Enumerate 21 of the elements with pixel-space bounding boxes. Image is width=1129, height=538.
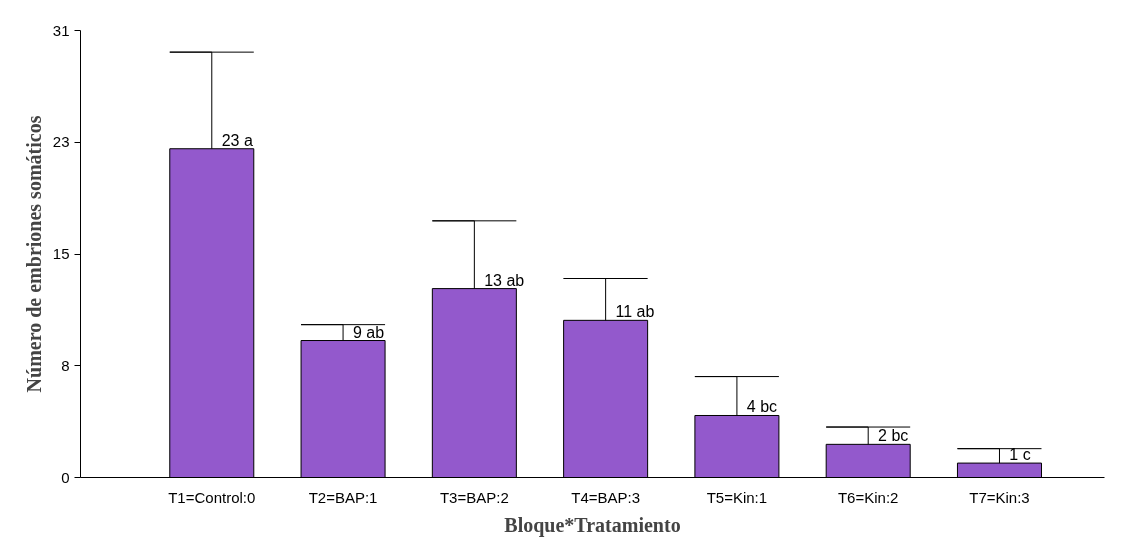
x-tick-label: T6=Kin:2 — [837, 488, 899, 506]
y-axis-title: Número de embriones somáticos — [22, 115, 45, 393]
data-label: 1 c — [1009, 446, 1031, 464]
x-tick-label: T1=Control:0 — [168, 488, 256, 506]
x-tick-label: T4=BAP:3 — [571, 488, 641, 506]
data-label: 4 bc — [746, 398, 778, 416]
data-label: 9 ab — [352, 323, 385, 341]
x-tick-label: T7=Kin:3 — [969, 488, 1030, 506]
data-label: 2 bc — [878, 427, 909, 445]
data-label: 13 ab — [484, 271, 525, 289]
y-tick-label: 8 — [61, 356, 70, 374]
y-tick-label: 15 — [52, 245, 70, 262]
x-tick-label: T5=Kin:1 — [706, 488, 768, 506]
data-label: 11 ab — [615, 303, 655, 321]
x-tick-label: T3=BAP:2 — [439, 488, 509, 506]
y-tick-label: 31 — [52, 21, 70, 39]
x-tick-label: T2=BAP:1 — [308, 488, 378, 506]
x-axis-title: Bloque*Tratamiento — [504, 513, 681, 537]
y-tick-label: 0 — [61, 468, 70, 486]
data-label: 23 a — [221, 131, 253, 149]
y-tick-label: 23 — [52, 133, 70, 151]
